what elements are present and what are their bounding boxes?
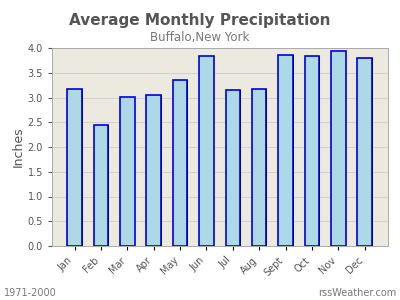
Bar xyxy=(306,56,320,246)
Bar xyxy=(358,58,373,246)
Y-axis label: Inches: Inches xyxy=(12,127,25,167)
Bar xyxy=(67,88,82,246)
Bar xyxy=(200,56,214,246)
Bar xyxy=(147,95,162,246)
Bar xyxy=(358,58,372,246)
Bar xyxy=(199,56,214,246)
Bar xyxy=(174,80,188,246)
Bar xyxy=(278,56,293,246)
Bar xyxy=(226,90,241,246)
Bar xyxy=(305,56,319,246)
Bar xyxy=(226,90,240,246)
Bar xyxy=(121,97,135,246)
Bar xyxy=(279,56,294,246)
Text: 1971-2000: 1971-2000 xyxy=(4,289,57,298)
Bar xyxy=(94,125,109,246)
Text: rssWeather.com: rssWeather.com xyxy=(318,289,396,298)
Bar xyxy=(331,52,346,246)
Text: Average Monthly Precipitation: Average Monthly Precipitation xyxy=(69,14,331,28)
Bar xyxy=(68,88,82,246)
Bar xyxy=(94,125,108,246)
Bar xyxy=(332,52,346,246)
Bar xyxy=(173,80,187,246)
Bar xyxy=(252,89,266,246)
Bar xyxy=(253,89,267,246)
Bar xyxy=(120,97,134,246)
Bar xyxy=(146,95,161,246)
Text: Buffalo,New York: Buffalo,New York xyxy=(150,32,250,44)
